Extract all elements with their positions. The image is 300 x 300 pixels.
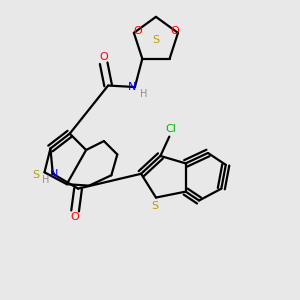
Text: O: O	[170, 26, 179, 36]
Text: O: O	[71, 212, 80, 223]
Text: H: H	[140, 89, 148, 100]
Text: O: O	[99, 52, 108, 62]
Text: O: O	[133, 26, 142, 36]
Text: S: S	[151, 201, 158, 211]
Text: N: N	[50, 169, 58, 179]
Text: S: S	[152, 35, 160, 45]
Text: S: S	[33, 170, 40, 180]
Text: Cl: Cl	[165, 124, 176, 134]
Text: N: N	[128, 82, 137, 92]
Text: H: H	[42, 175, 49, 185]
